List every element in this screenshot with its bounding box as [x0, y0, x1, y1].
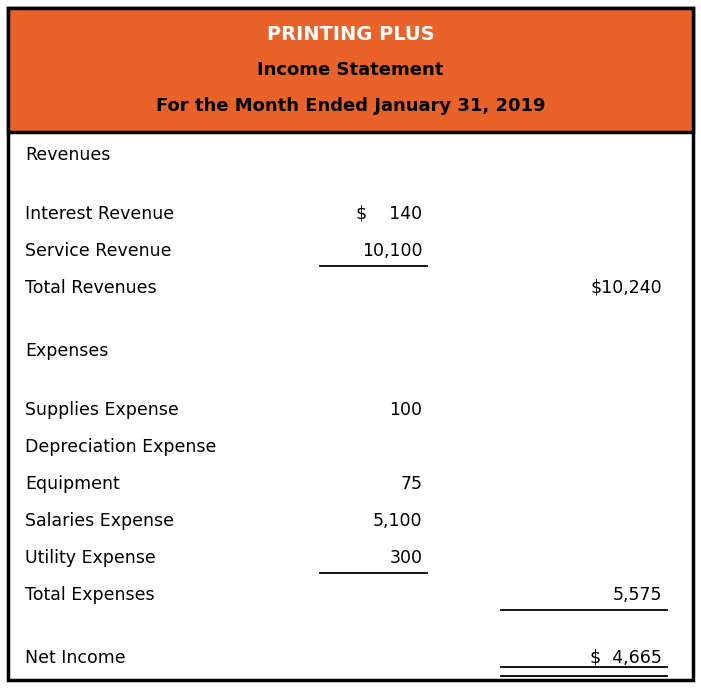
- Text: Interest Revenue: Interest Revenue: [25, 205, 175, 223]
- Text: Equipment: Equipment: [25, 475, 120, 493]
- Text: 300: 300: [390, 549, 423, 567]
- Text: Salaries Expense: Salaries Expense: [25, 512, 174, 530]
- Text: 5,575: 5,575: [613, 586, 662, 604]
- Text: 75: 75: [400, 475, 423, 493]
- Text: Total Revenues: Total Revenues: [25, 279, 157, 297]
- Text: 10,100: 10,100: [362, 241, 423, 260]
- Text: For the Month Ended January 31, 2019: For the Month Ended January 31, 2019: [156, 96, 545, 115]
- Text: $    140: $ 140: [356, 205, 423, 223]
- Text: $10,240: $10,240: [590, 279, 662, 297]
- Text: Expenses: Expenses: [25, 342, 109, 360]
- Text: Depreciation Expense: Depreciation Expense: [25, 438, 217, 456]
- Text: $  4,665: $ 4,665: [590, 649, 662, 667]
- Text: Utility Expense: Utility Expense: [25, 549, 156, 567]
- Text: Supplies Expense: Supplies Expense: [25, 401, 179, 419]
- Text: Total Expenses: Total Expenses: [25, 586, 155, 604]
- Text: Income Statement: Income Statement: [257, 61, 444, 79]
- Text: PRINTING PLUS: PRINTING PLUS: [266, 25, 435, 44]
- Text: Service Revenue: Service Revenue: [25, 241, 172, 260]
- Text: 100: 100: [390, 401, 423, 419]
- Text: 5,100: 5,100: [373, 512, 423, 530]
- Text: Revenues: Revenues: [25, 146, 111, 164]
- Text: Net Income: Net Income: [25, 649, 125, 667]
- Bar: [8, 8, 693, 132]
